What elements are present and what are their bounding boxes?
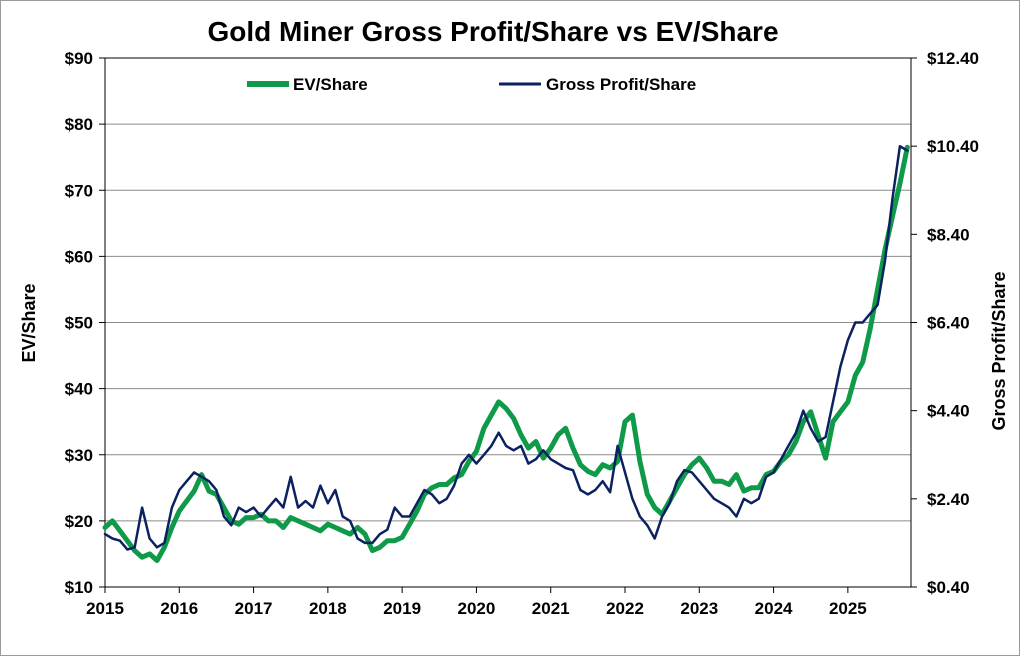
y-left-tick-label: $60 [65,247,93,266]
series-layer [102,144,910,563]
y-right-tick-label: $6.40 [927,314,970,333]
y-left-tick-label: $80 [65,115,93,134]
y-right-tick-label: $0.40 [927,578,970,597]
y-axis-left-title: EV/Share [19,283,39,362]
y-right-tick-label: $8.40 [927,225,970,244]
x-tick-label: 2024 [755,599,793,618]
x-axis: 2015 2016 2017 2018 2019 2020 2021 2022 2023 2024… [86,587,867,618]
x-tick-label: 2022 [606,599,644,618]
x-tick-label: 2017 [235,599,273,618]
legend-label-gross-profit-share: Gross Profit/Share [546,75,696,94]
y-axis-left: $10 $20 $30 $40 $50 $60 $70 $80 $90 [65,49,105,597]
x-tick-label: 2025 [829,599,867,618]
gridlines [105,123,911,522]
series-line-gross-profit-share [103,144,909,551]
legend-label-ev-share: EV/Share [293,75,368,94]
y-right-tick-label: $12.40 [927,49,979,68]
x-tick-label: 2020 [458,599,496,618]
y-right-tick-label: $10.40 [927,137,979,156]
y-left-tick-label: $30 [65,446,93,465]
y-axis-right: $0.40 $2.40 $4.40 $6.40 $8.40 $10.40 $12.40 [911,49,979,597]
y-left-tick-label: $20 [65,512,93,531]
y-left-tick-label: $70 [65,181,93,200]
y-left-tick-label: $40 [65,380,93,399]
series-line-ev-share [102,144,910,563]
y-left-tick-label: $50 [65,314,93,333]
x-tick-label: 2019 [383,599,421,618]
y-left-tick-label: $10 [65,578,93,597]
x-tick-label: 2021 [532,599,570,618]
chart-title: Gold Miner Gross Profit/Share vs EV/Shar… [207,16,778,47]
x-tick-label: 2023 [680,599,718,618]
legend: EV/Share Gross Profit/Share [247,75,696,94]
x-tick-label: 2018 [309,599,347,618]
x-tick-label: 2015 [86,599,124,618]
y-left-tick-label: $90 [65,49,93,68]
y-right-tick-label: $2.40 [927,490,970,509]
y-right-tick-label: $4.40 [927,402,970,421]
y-axis-right-title: Gross Profit/Share [989,271,1009,430]
x-tick-label: 2016 [160,599,198,618]
